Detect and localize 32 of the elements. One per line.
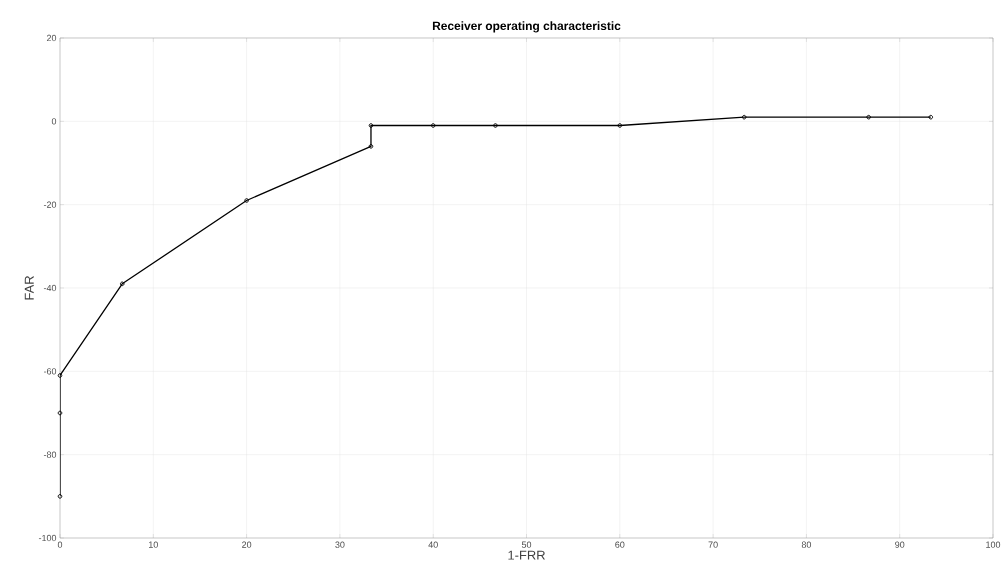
y-tick-label: 20 bbox=[46, 34, 57, 42]
point bbox=[430, 123, 436, 128]
point bbox=[741, 114, 747, 120]
y-tick-label: -40 bbox=[43, 284, 57, 292]
point bbox=[57, 410, 63, 416]
point bbox=[244, 198, 249, 203]
point bbox=[368, 144, 374, 149]
x-tick-label: 80 bbox=[801, 541, 812, 548]
point bbox=[866, 114, 871, 120]
x-tick-label: 50 bbox=[521, 541, 532, 548]
y-tick-label: -60 bbox=[43, 368, 57, 375]
y-tick-label: -80 bbox=[43, 451, 57, 458]
y-tick-label: -20 bbox=[43, 201, 57, 208]
x-tick-label: 100 bbox=[986, 541, 1001, 548]
y-tick-label: 0 bbox=[51, 118, 57, 125]
x-tick-label: 20 bbox=[242, 541, 252, 548]
x-tick-label: 0 bbox=[57, 541, 63, 548]
point bbox=[368, 123, 374, 128]
x-axis-title: 1-FRR bbox=[508, 550, 545, 560]
x-tick-label: 90 bbox=[895, 541, 905, 548]
y-tick-label: -100 bbox=[38, 534, 57, 542]
point bbox=[57, 373, 63, 378]
x-tick-label: 70 bbox=[708, 541, 718, 548]
x-tick-label: 60 bbox=[615, 541, 625, 548]
point bbox=[119, 281, 125, 287]
y-axis-title: FAR bbox=[24, 276, 34, 300]
point bbox=[617, 123, 623, 128]
x-tick-label: 40 bbox=[428, 541, 438, 548]
point bbox=[493, 123, 498, 128]
x-tick-label: 30 bbox=[335, 541, 345, 548]
chart-title: Receiver operating characteristic bbox=[432, 21, 621, 33]
x-tick-label: 10 bbox=[149, 541, 158, 548]
